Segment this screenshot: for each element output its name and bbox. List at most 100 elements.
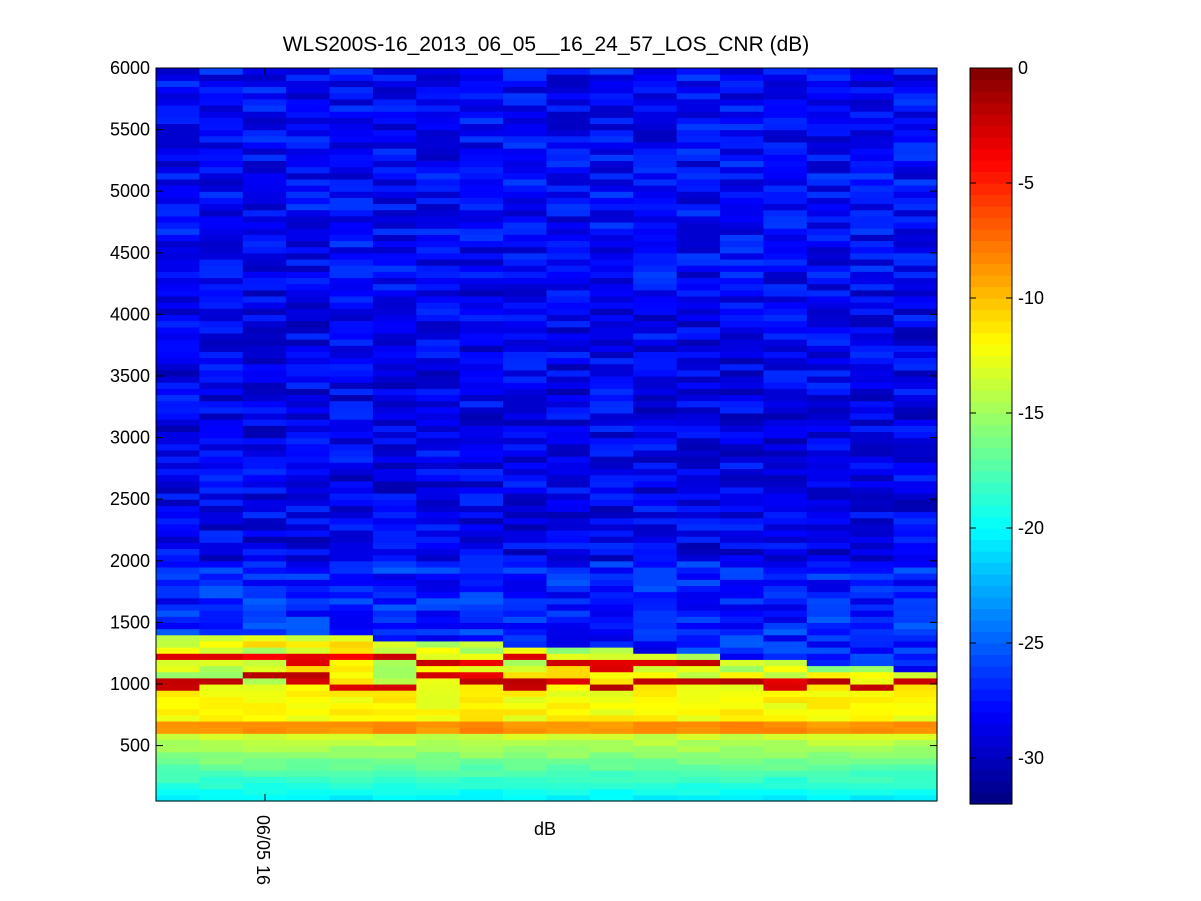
heatmap-cell [416,295,461,303]
heatmap-cell [416,117,461,125]
heatmap-cell [503,770,548,777]
heatmap-cell [459,289,504,297]
heatmap-cell [676,536,721,543]
heatmap-cell [199,683,244,691]
heatmap-cell [286,462,331,469]
heatmap-cell [676,185,721,192]
heatmap-cell [329,351,374,359]
heatmap-cell [763,178,808,186]
colorbar-swatch [970,562,1012,575]
heatmap-cell [199,677,244,685]
heatmap-cell [199,277,244,285]
heatmap-cell [893,357,938,365]
heatmap-cell [156,185,200,192]
heatmap-cell [416,332,461,340]
heatmap-cell [763,221,808,229]
colorbar-swatch [970,493,1012,506]
heatmap-cell [720,634,765,642]
heatmap-cell [416,320,461,328]
heatmap-cell [763,456,808,463]
heatmap-cell [720,480,765,488]
heatmap-cell [720,462,765,469]
heatmap-cell [720,178,765,186]
heatmap-cell [372,135,417,143]
heatmap-cell [416,234,461,242]
heatmap-cell [199,123,244,131]
heatmap-cell [763,560,808,568]
heatmap-cell [589,166,634,174]
heatmap-cell [459,357,504,365]
heatmap-cell [546,437,591,445]
heatmap-cell [720,185,765,192]
heatmap-cell [459,339,504,346]
heatmap-cell [633,640,678,648]
heatmap-cell [546,529,591,537]
heatmap-cell [503,443,548,451]
heatmap-cell [459,388,504,396]
heatmap-cell [372,437,417,445]
heatmap-cell [633,591,678,599]
heatmap-cell [850,579,895,587]
heatmap-cell [763,720,808,728]
heatmap-cell [372,400,417,408]
heatmap-cell [156,764,200,771]
heatmap-cell [459,172,504,180]
heatmap-cell [286,677,331,685]
heatmap-cell [806,215,851,223]
heatmap-cell [199,394,244,402]
heatmap-cell [850,123,895,131]
heatmap-cell [589,92,634,100]
heatmap-cell [633,203,678,211]
heatmap-cell [372,720,417,728]
heatmap-cell [156,400,200,408]
heatmap-cell [199,141,244,149]
heatmap-cell [763,302,808,309]
heatmap-cell [459,745,504,753]
heatmap-cell [416,542,461,550]
heatmap-cell [806,271,851,279]
heatmap-cell [372,302,417,309]
heatmap-cell [329,474,374,482]
heatmap-cell [242,271,287,279]
heatmap-cell [676,234,721,242]
heatmap-cell [763,573,808,580]
heatmap-cell [329,708,374,716]
heatmap-cell [893,443,938,451]
heatmap-cell [850,653,895,660]
heatmap-cell [720,191,765,198]
heatmap-cell [893,345,938,352]
heatmap-cell [720,295,765,303]
heatmap-cell [893,98,938,106]
heatmap-cell [459,449,504,457]
heatmap-cell [459,209,504,217]
heatmap-cell [286,104,331,112]
heatmap-cell [459,782,504,790]
heatmap-cell [633,757,678,765]
heatmap-cell [633,603,678,611]
heatmap-cell [806,456,851,463]
heatmap-cell [503,141,548,149]
heatmap-cell [503,591,548,599]
heatmap-cell [459,573,504,580]
heatmap-cell [459,104,504,112]
heatmap-cell [503,289,548,297]
heatmap-cell [589,388,634,396]
heatmap-cell [720,406,765,414]
heatmap-cell [286,474,331,482]
heatmap-cell [416,314,461,322]
heatmap-cell [676,117,721,125]
heatmap-cell [242,776,287,784]
heatmap-cell [286,720,331,728]
heatmap-cell [156,523,200,531]
heatmap-cell [633,111,678,118]
heatmap-cell [676,462,721,469]
heatmap-cell [806,702,851,710]
heatmap-cell [589,776,634,784]
heatmap-cell [676,111,721,118]
heatmap-cell [199,671,244,679]
heatmap-cell [199,788,244,796]
heatmap-cell [242,111,287,118]
heatmap-cell [850,283,895,291]
heatmap-cell [459,708,504,716]
heatmap-cell [199,191,244,198]
